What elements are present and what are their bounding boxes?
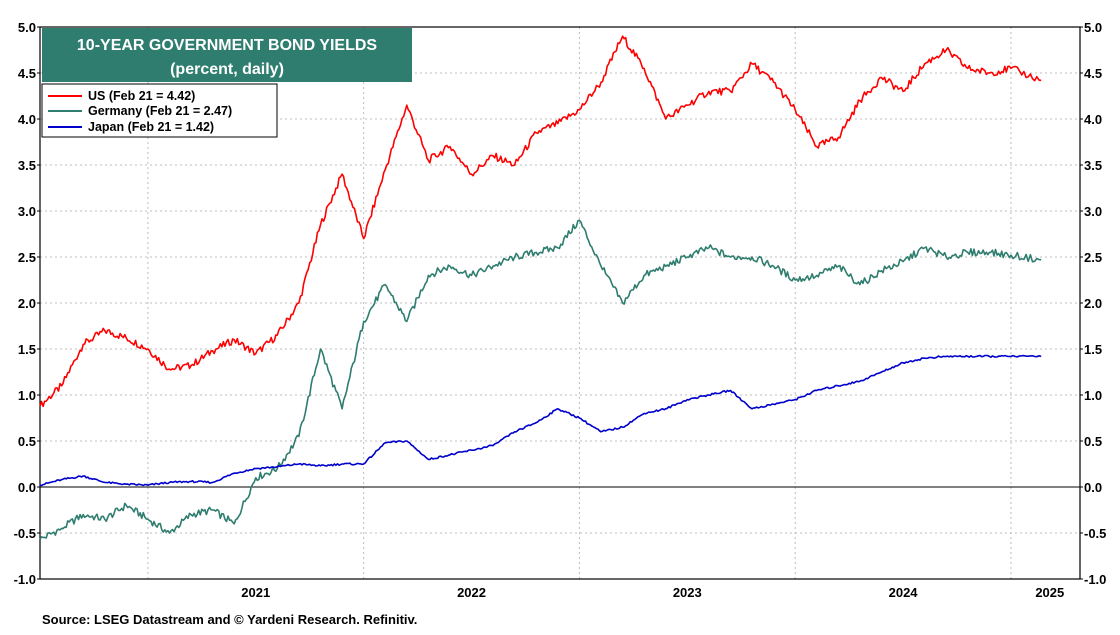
y-tick-label-left: 0.5 <box>18 434 36 449</box>
series-layer <box>39 35 1042 540</box>
series-line-2 <box>39 354 1042 487</box>
axis-layer: 5.0 5.0 4.5 4.5 4.0 4.0 3.5 3.5 3.0 3.0 2.5 2.5 2.0 2… <box>14 20 1107 600</box>
x-year-label: 2023 <box>673 585 702 600</box>
x-year-label: 2024 <box>889 585 919 600</box>
title-box <box>42 28 412 82</box>
y-tick-label-left: 4.5 <box>18 66 36 81</box>
y-tick-label-left: -0.5 <box>14 526 36 541</box>
y-tick-label-right: 1.0 <box>1084 388 1102 403</box>
y-tick-label-right: 0.5 <box>1084 434 1102 449</box>
chart-title: 10-YEAR GOVERNMENT BOND YIELDS <box>77 37 378 54</box>
y-tick-label-right: 2.0 <box>1084 296 1102 311</box>
y-tick-label-left: 5.0 <box>18 20 36 35</box>
y-tick-label-left: 2.0 <box>18 296 36 311</box>
x-year-label: 2021 <box>241 585 270 600</box>
y-tick-label-right: -0.5 <box>1084 526 1106 541</box>
y-tick-label-right: 0.0 <box>1084 480 1102 495</box>
y-tick-label-right: 2.5 <box>1084 250 1102 265</box>
x-year-label: 2025 <box>1035 585 1064 600</box>
y-tick-label-left: 2.5 <box>18 250 36 265</box>
series-line-1 <box>39 219 1042 540</box>
series-line-0 <box>39 35 1042 408</box>
y-tick-label-left: 4.0 <box>18 112 36 127</box>
y-tick-label-right: 1.5 <box>1084 342 1102 357</box>
x-year-label: 2022 <box>457 585 486 600</box>
title-block: 10-YEAR GOVERNMENT BOND YIELDS (percent,… <box>42 28 412 82</box>
y-tick-label-right: 4.0 <box>1084 112 1102 127</box>
y-tick-label-right: 3.5 <box>1084 158 1102 173</box>
y-tick-label-left: 3.0 <box>18 204 36 219</box>
source-note: Source: LSEG Datastream and © Yardeni Re… <box>42 612 417 627</box>
y-tick-label-left: -1.0 <box>14 572 36 587</box>
chart-subtitle: (percent, daily) <box>170 61 284 78</box>
y-tick-label-left: 1.5 <box>18 342 36 357</box>
y-tick-label-left: 3.5 <box>18 158 36 173</box>
legend-label-germany: Germany (Feb 21 = 2.47) <box>88 104 232 118</box>
y-tick-label-right: -1.0 <box>1084 572 1106 587</box>
legend-label-us: US (Feb 21 = 4.42) <box>88 89 195 103</box>
y-tick-label-right: 4.5 <box>1084 66 1102 81</box>
y-tick-label-left: 1.0 <box>18 388 36 403</box>
legend-label-japan: Japan (Feb 21 = 1.42) <box>88 120 214 134</box>
y-tick-label-right: 5.0 <box>1084 20 1102 35</box>
plot-frame <box>39 26 1081 580</box>
y-tick-label-right: 3.0 <box>1084 204 1102 219</box>
legend: US (Feb 21 = 4.42) Germany (Feb 21 = 2.4… <box>41 83 278 138</box>
y-tick-label-left: 0.0 <box>18 480 36 495</box>
